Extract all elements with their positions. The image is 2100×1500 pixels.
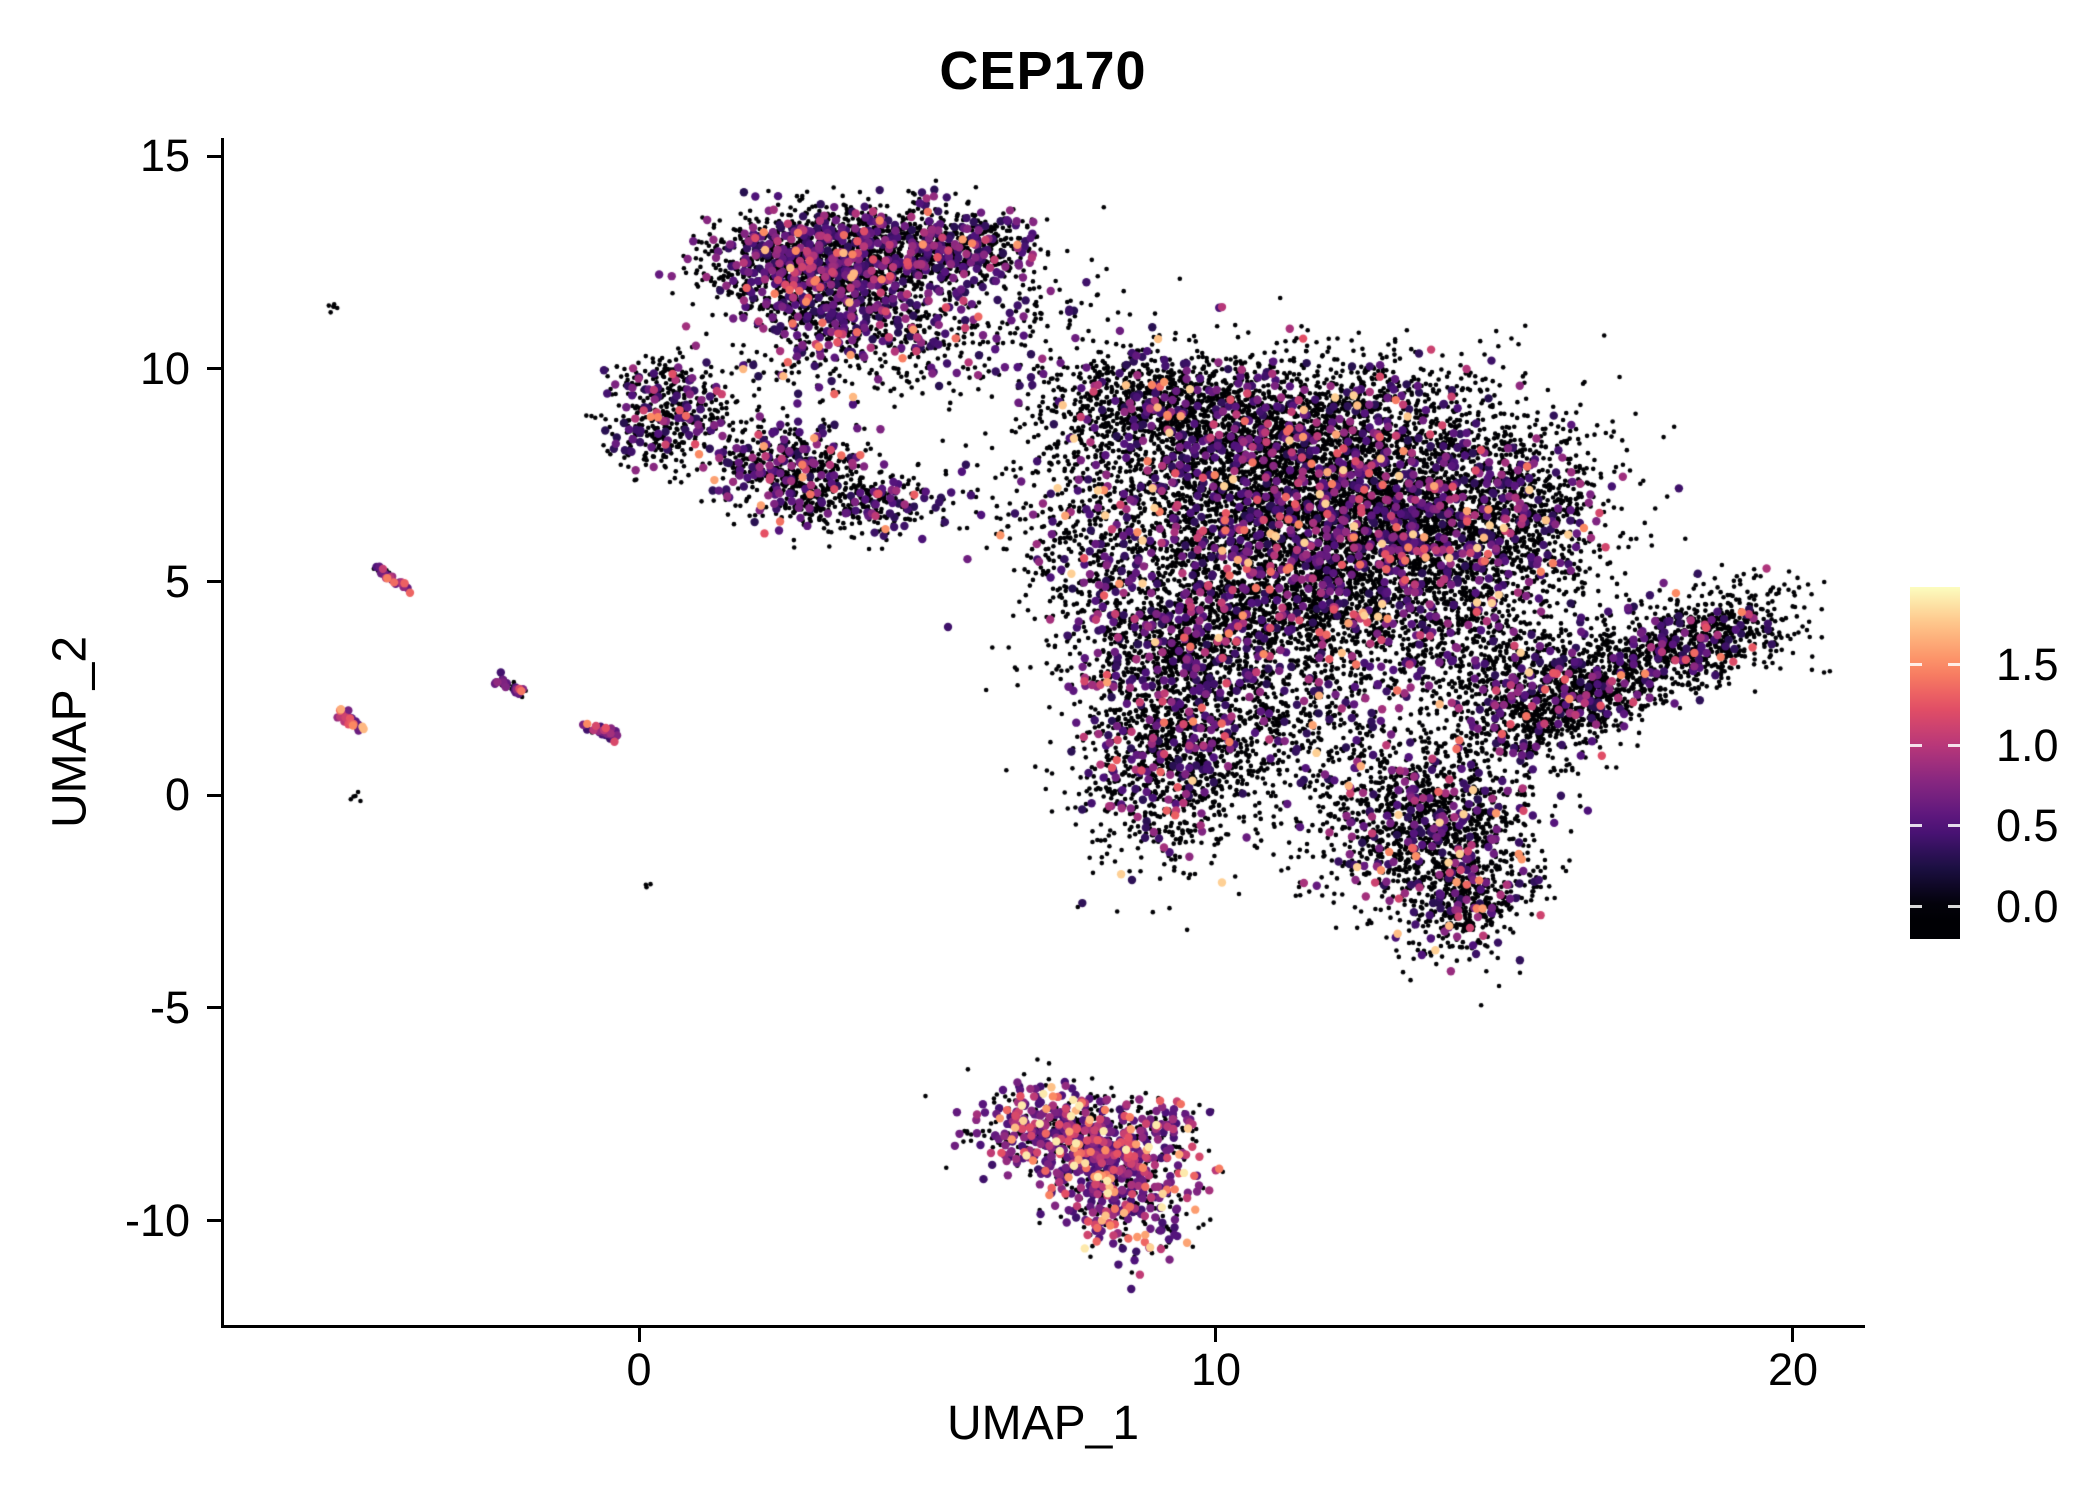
y-tick-label: -5 xyxy=(149,982,190,1033)
x-tick-mark xyxy=(1214,1328,1217,1342)
y-tick-label: 10 xyxy=(139,343,190,394)
y-axis-title: UMAP_2 xyxy=(43,635,97,829)
y-tick-label: 15 xyxy=(139,130,190,181)
x-tick-label: 20 xyxy=(1767,1344,1819,1395)
x-tick-label: 10 xyxy=(1190,1344,1242,1395)
colorbar-tick-mark xyxy=(1948,663,1960,666)
x-axis-line xyxy=(221,1325,1865,1328)
colorbar-tick-label: 0.0 xyxy=(1996,881,2059,932)
colorbar-tick-label: 0.5 xyxy=(1996,800,2059,851)
x-tick-mark xyxy=(638,1328,641,1342)
y-tick-label: 0 xyxy=(164,769,190,820)
colorbar-tick-label: 1.0 xyxy=(1996,720,2059,771)
y-tick-label: -10 xyxy=(124,1195,190,1246)
colorbar-tick-mark xyxy=(1948,824,1960,827)
colorbar-tick-mark xyxy=(1910,663,1922,666)
colorbar-tick-mark xyxy=(1948,905,1960,908)
y-axis-line xyxy=(221,138,224,1328)
colorbar-tick-mark xyxy=(1910,905,1922,908)
x-axis-title: UMAP_1 xyxy=(946,1397,1140,1450)
colorbar-tick-mark xyxy=(1910,744,1922,747)
y-tick-mark xyxy=(207,580,221,583)
x-tick-label: 0 xyxy=(626,1344,652,1395)
y-tick-label: 5 xyxy=(164,556,190,607)
colorbar-tick-label: 1.5 xyxy=(1996,639,2059,690)
y-tick-mark xyxy=(207,1006,221,1009)
y-tick-mark xyxy=(207,1219,221,1222)
plot-title: CEP170 xyxy=(939,41,1147,101)
y-tick-mark xyxy=(207,794,221,797)
colorbar-tick-mark xyxy=(1948,744,1960,747)
x-tick-mark xyxy=(1791,1328,1794,1342)
colorbar-gradient xyxy=(1910,587,1960,939)
y-tick-mark xyxy=(207,155,221,158)
colorbar-tick-mark xyxy=(1910,824,1922,827)
colorbar xyxy=(1910,587,1960,939)
y-tick-mark xyxy=(207,367,221,370)
